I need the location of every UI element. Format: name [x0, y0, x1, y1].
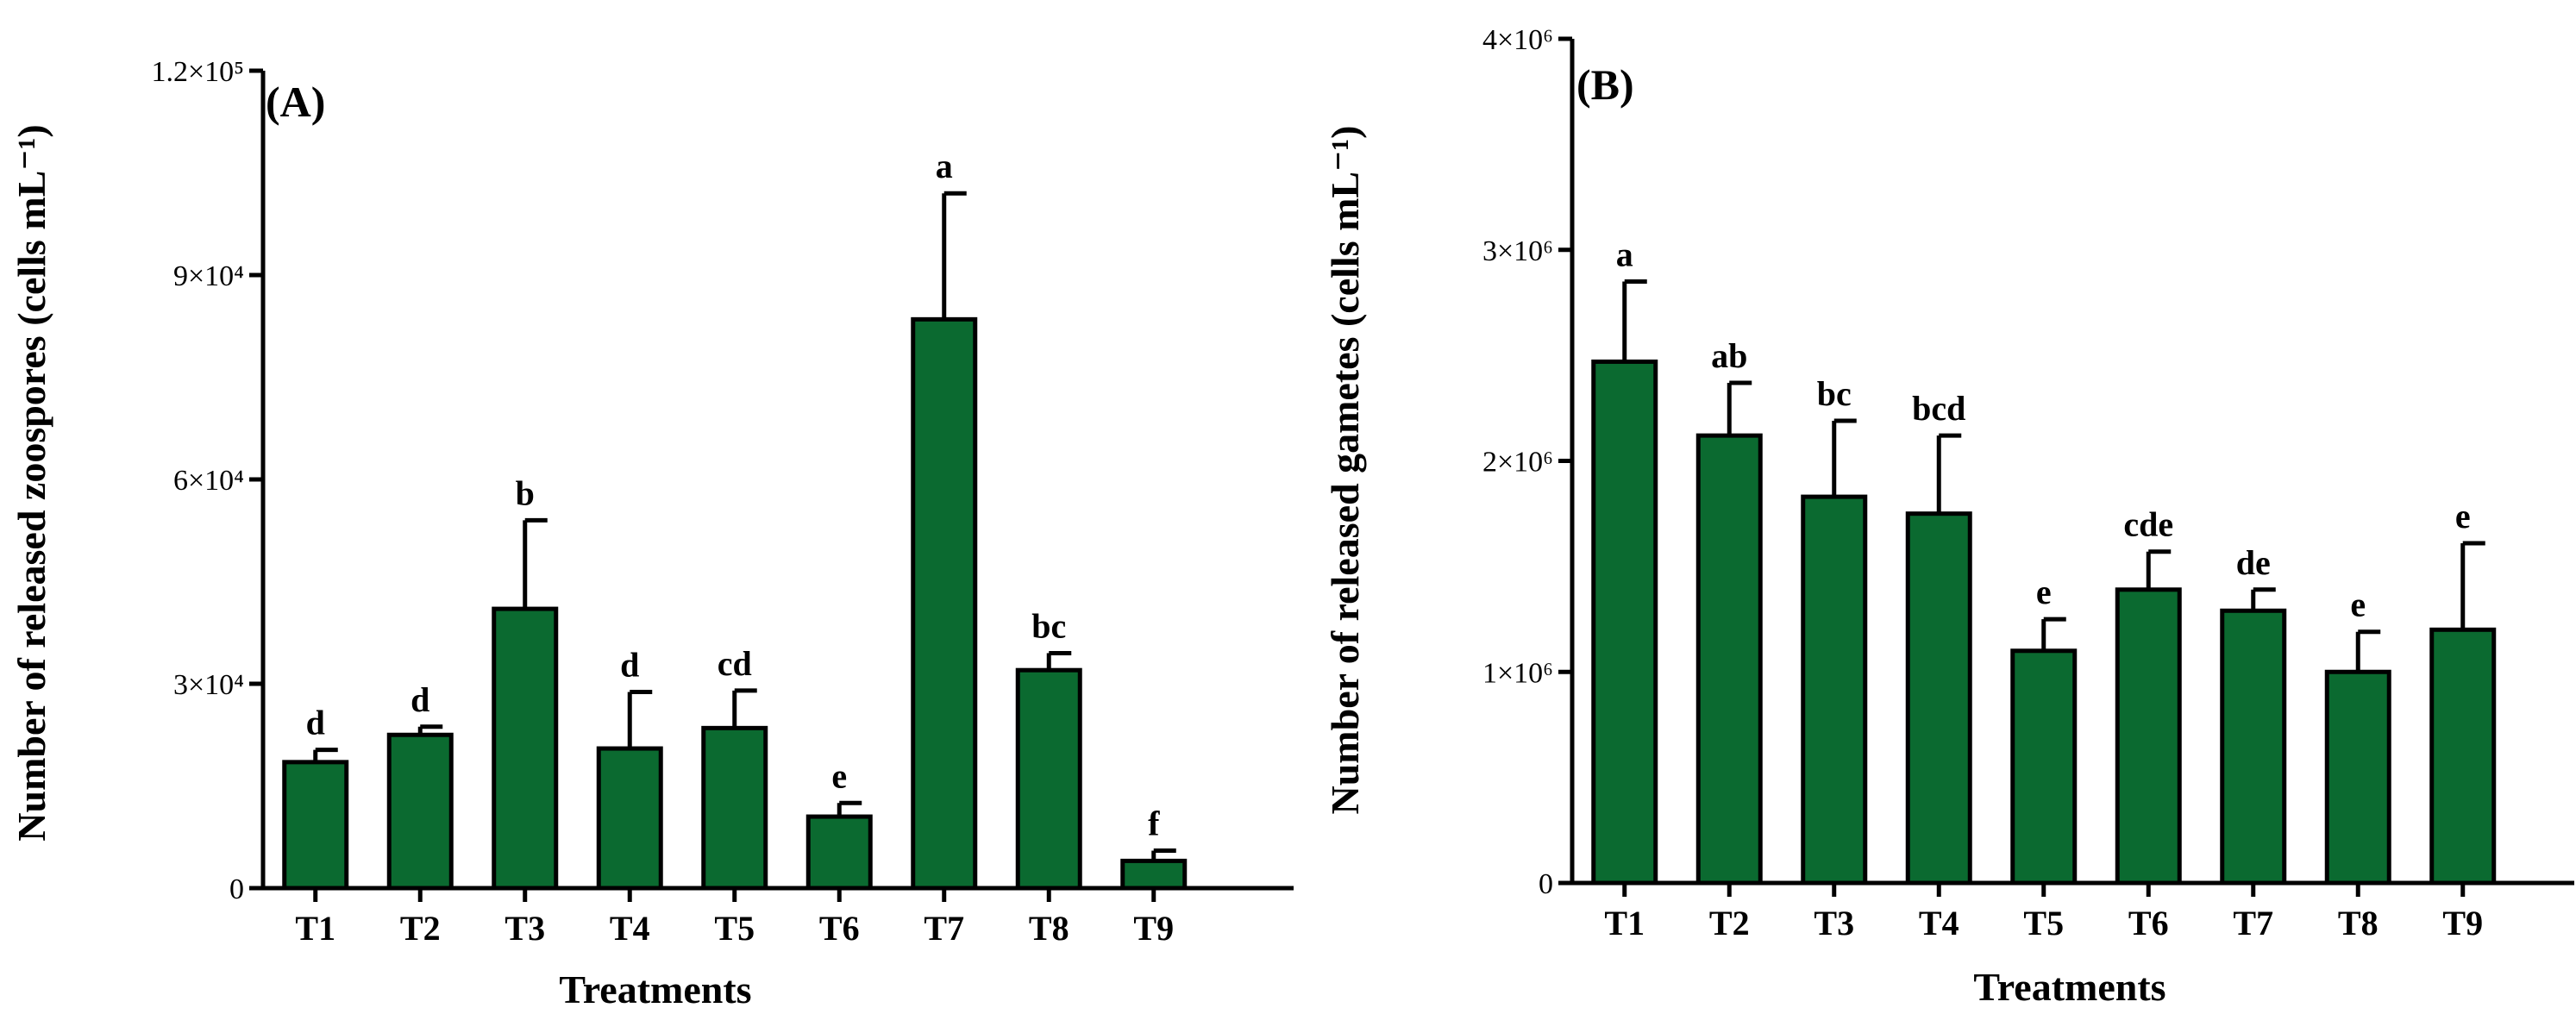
- bar: [2324, 669, 2391, 886]
- bar: [701, 725, 768, 891]
- bar: [1120, 858, 1188, 891]
- y-tick-label: 6×10⁴: [173, 465, 244, 497]
- bar: [1015, 667, 1082, 891]
- x-tick-label: T4: [610, 909, 650, 948]
- y-tick-label: 1×10⁶: [1482, 657, 1553, 689]
- bar: [282, 760, 349, 891]
- significance-letter: cde: [2123, 505, 2173, 544]
- y-axis-title: Number of released zoospores (cells mL⁻¹…: [9, 124, 53, 841]
- x-tick-label: T3: [505, 909, 545, 948]
- x-axis-title: Treatments: [559, 967, 751, 1011]
- bar: [2115, 587, 2182, 886]
- bar: [2220, 608, 2287, 886]
- chart-panel-a: 0 3×10⁴ 6×10⁴ 9×10⁴ 1.2×10⁵ T1 d T2 d T3 b T4 d T5 cd T…: [9, 56, 1294, 1011]
- bar: [492, 606, 559, 891]
- x-tick-label: T5: [2023, 904, 2064, 942]
- significance-letter: de: [2236, 543, 2271, 582]
- bar: [911, 316, 978, 891]
- y-tick-label: 3×10⁶: [1482, 235, 1553, 267]
- significance-letter: bcd: [1912, 389, 1965, 428]
- panel-label: (B): [1576, 60, 1634, 109]
- y-tick-label: 2×10⁶: [1482, 447, 1553, 479]
- significance-letter: e: [2455, 497, 2471, 535]
- y-tick-label: 0: [229, 873, 244, 905]
- x-tick-label: T1: [295, 909, 335, 948]
- significance-letter: bc: [1031, 606, 1066, 645]
- x-tick-label: T2: [400, 909, 441, 948]
- significance-letter: a: [936, 147, 953, 185]
- x-tick-label: T8: [1029, 909, 1069, 948]
- significance-letter: e: [831, 756, 847, 795]
- bar: [386, 732, 454, 891]
- y-tick-label: 4×10⁶: [1482, 24, 1553, 56]
- x-tick-label: T6: [819, 909, 860, 948]
- x-tick-label: T9: [2442, 904, 2483, 942]
- significance-letter: b: [516, 473, 535, 512]
- significance-letter: f: [1148, 804, 1160, 843]
- x-tick-label: T4: [1919, 904, 1959, 942]
- bar: [805, 814, 873, 891]
- x-tick-label: T5: [714, 909, 755, 948]
- y-tick-label: 0: [1539, 868, 1553, 900]
- bar: [1695, 433, 1763, 886]
- bar: [1905, 511, 1972, 886]
- significance-letter: d: [620, 645, 639, 684]
- significance-letter: d: [411, 680, 429, 719]
- bar: [1591, 359, 1658, 886]
- x-axis-title: Treatments: [1973, 965, 2165, 1009]
- x-tick-label: T1: [1604, 904, 1645, 942]
- x-tick-label: T9: [1133, 909, 1174, 948]
- bar: [2429, 627, 2497, 886]
- y-tick-label: 1.2×10⁵: [151, 56, 244, 88]
- x-tick-label: T7: [2233, 904, 2273, 942]
- bar: [596, 746, 663, 891]
- x-tick-label: T8: [2338, 904, 2379, 942]
- significance-letter: d: [306, 704, 325, 742]
- significance-letter: a: [1616, 235, 1633, 273]
- x-tick-label: T7: [924, 909, 964, 948]
- bar: [2010, 648, 2078, 886]
- significance-letter: e: [2036, 573, 2052, 611]
- chart-panel-b: 0 1×10⁶ 2×10⁶ 3×10⁶ 4×10⁶ T1 a T2 ab T3 bc T4 bcd T5 e…: [1323, 24, 2574, 1009]
- y-tick-label: 9×10⁴: [173, 260, 244, 292]
- significance-letter: bc: [1817, 374, 1852, 413]
- significance-letter: ab: [1711, 336, 1747, 375]
- y-axis-title: Number of released gametes (cells mL⁻¹): [1323, 125, 1367, 814]
- y-tick-label: 3×10⁴: [173, 669, 244, 701]
- x-tick-label: T3: [1814, 904, 1854, 942]
- x-tick-label: T2: [1709, 904, 1750, 942]
- panel-label: (A): [266, 78, 325, 126]
- x-tick-label: T6: [2128, 904, 2169, 942]
- bar: [1801, 494, 1868, 886]
- significance-letter: cd: [718, 644, 752, 683]
- significance-letter: e: [2350, 585, 2366, 624]
